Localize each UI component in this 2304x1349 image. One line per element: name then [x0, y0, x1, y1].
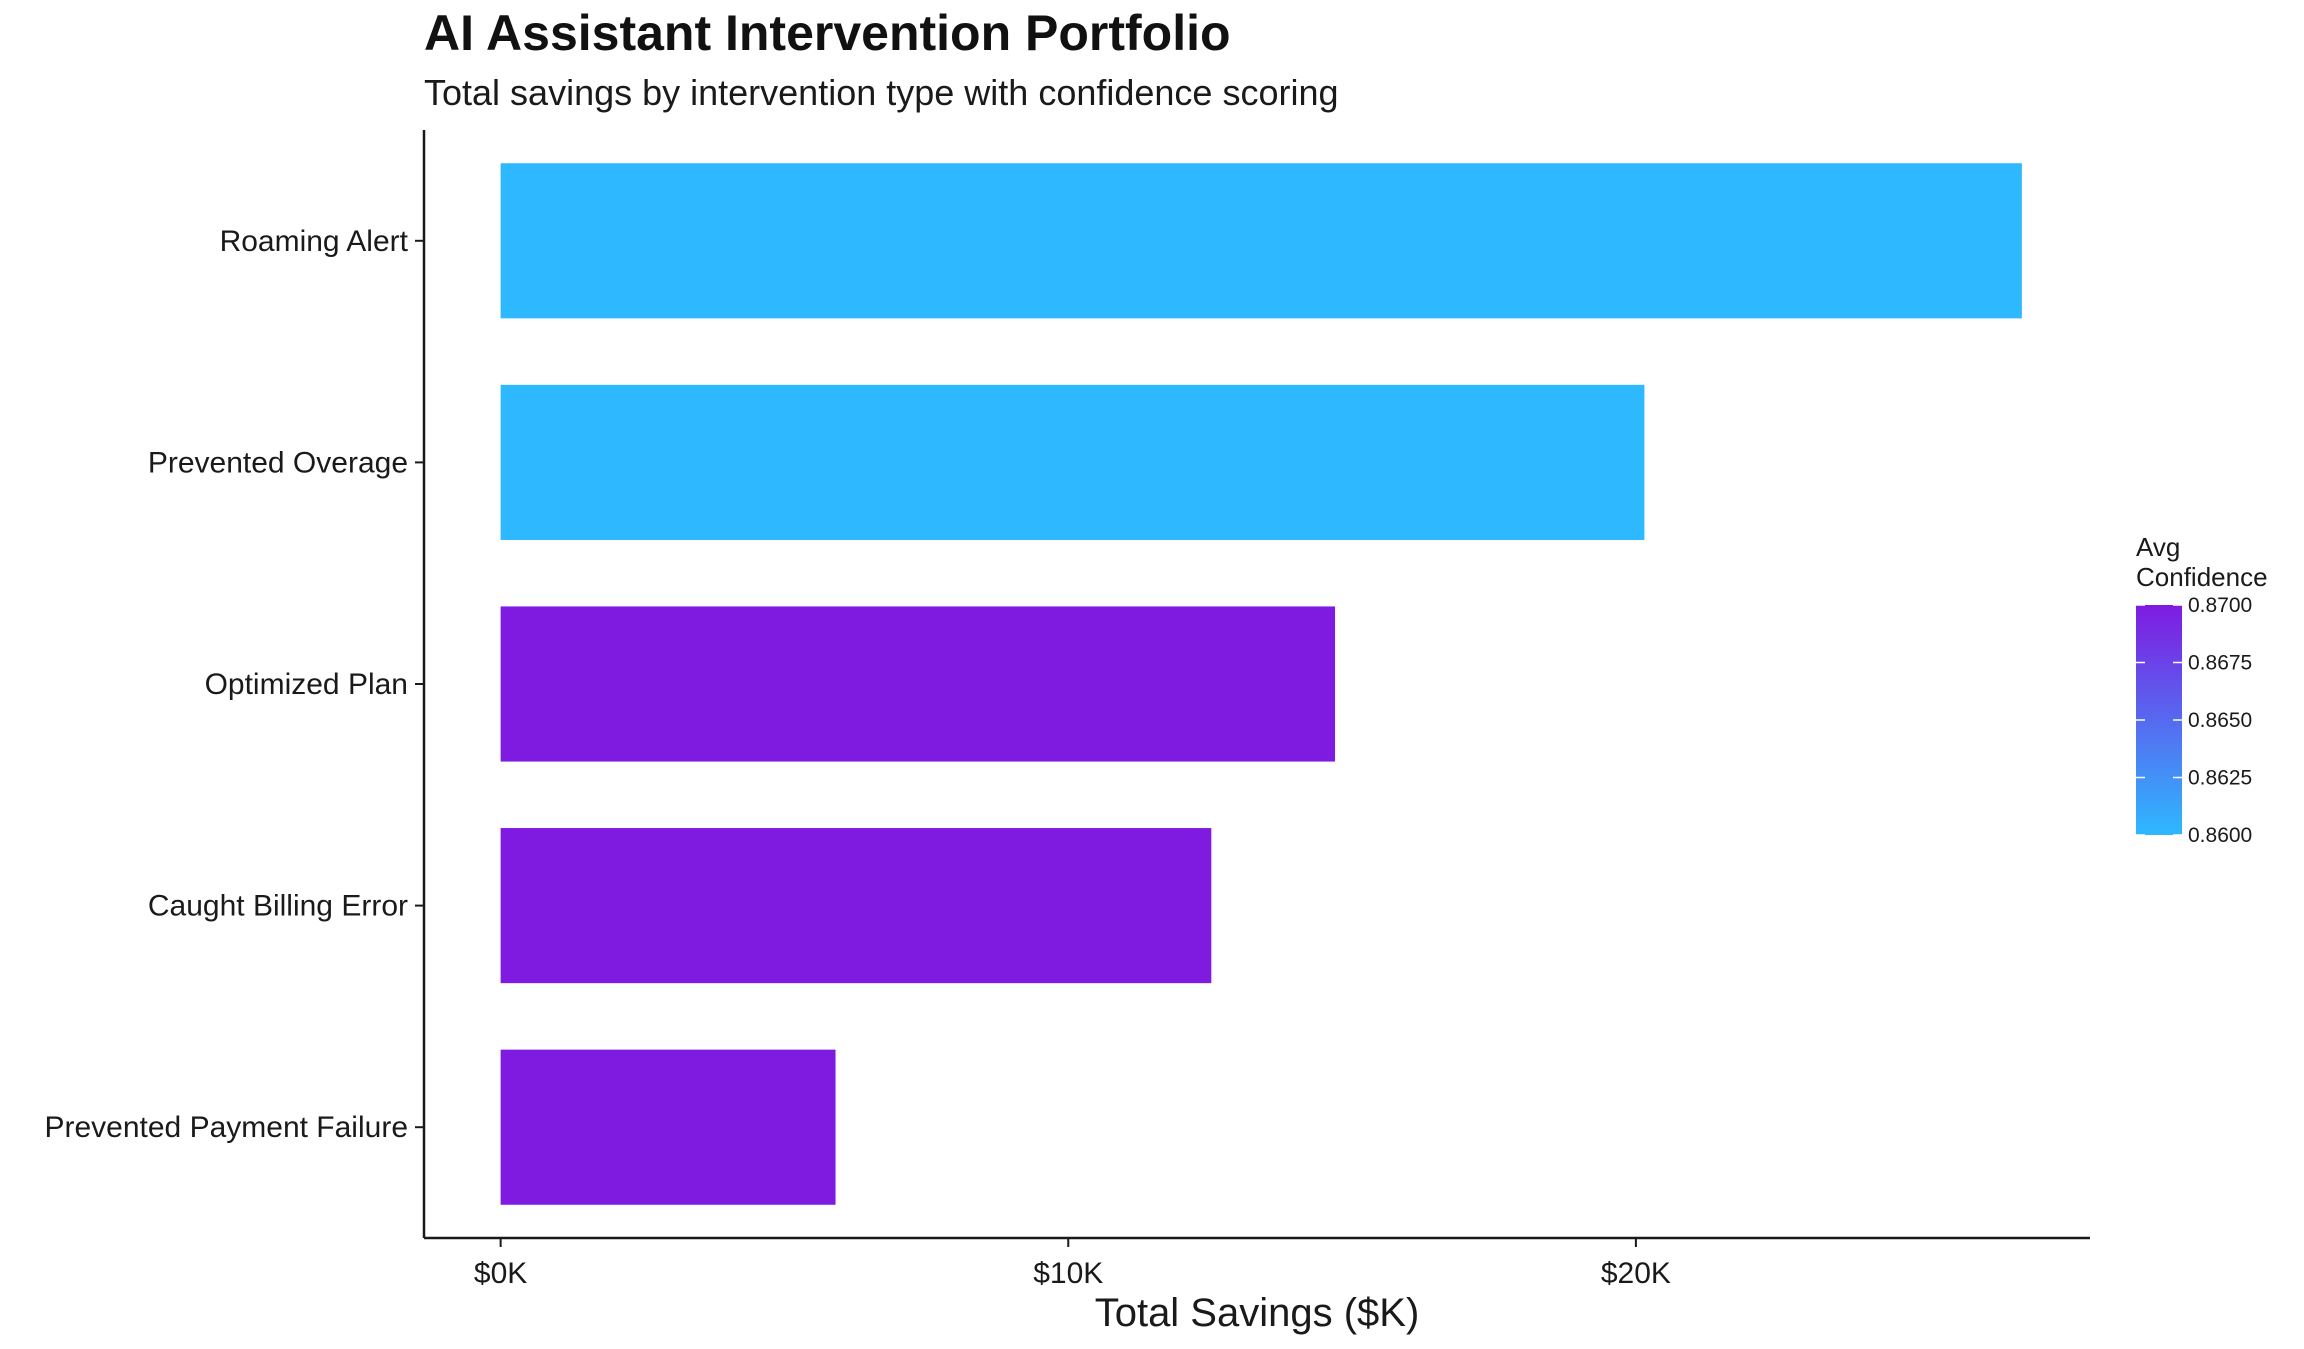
x-axis-ticks: $0K $10K $20K	[474, 1238, 1671, 1290]
bar	[500, 606, 1336, 762]
bar	[500, 163, 2022, 319]
bars-layer	[500, 163, 2022, 1205]
category-label: Roaming Alert	[220, 225, 409, 258]
x-tick-label: $20K	[1601, 1257, 1671, 1290]
x-tick-label: $0K	[474, 1257, 527, 1290]
chart-title: AI Assistant Intervention Portfolio	[424, 5, 1231, 61]
legend-ticks: 0.8600 0.8625 0.8650 0.8675 0.8700	[2136, 594, 2252, 847]
legend-tick-label: 0.8650	[2188, 709, 2252, 732]
category-label: Caught Billing Error	[148, 890, 408, 923]
color-legend: Avg Confidence 0.86000.86250.86500.86750…	[2136, 532, 2268, 847]
legend-title-line-2: Confidence	[2136, 562, 2268, 592]
category-label: Prevented Overage	[148, 446, 408, 479]
bar	[500, 828, 1212, 984]
chart-subtitle: Total savings by intervention type with …	[424, 72, 1339, 113]
x-axis-title: Total Savings ($K)	[1095, 1291, 1420, 1335]
legend-tick-label: 0.8700	[2188, 594, 2252, 617]
category-label: Prevented Payment Failure	[44, 1111, 408, 1144]
category-labels: Roaming Alert Prevented Overage Optimized …	[44, 225, 424, 1144]
legend-tick-label: 0.8625	[2188, 767, 2252, 790]
category-label: Optimized Plan	[205, 668, 408, 701]
bar	[500, 384, 1645, 540]
legend-tick-label: 0.8675	[2188, 652, 2252, 675]
legend-tick-label: 0.8600	[2188, 824, 2252, 847]
legend-title-line-1: Avg	[2136, 532, 2180, 562]
x-tick-label: $10K	[1033, 1257, 1103, 1290]
bar	[500, 1049, 836, 1205]
